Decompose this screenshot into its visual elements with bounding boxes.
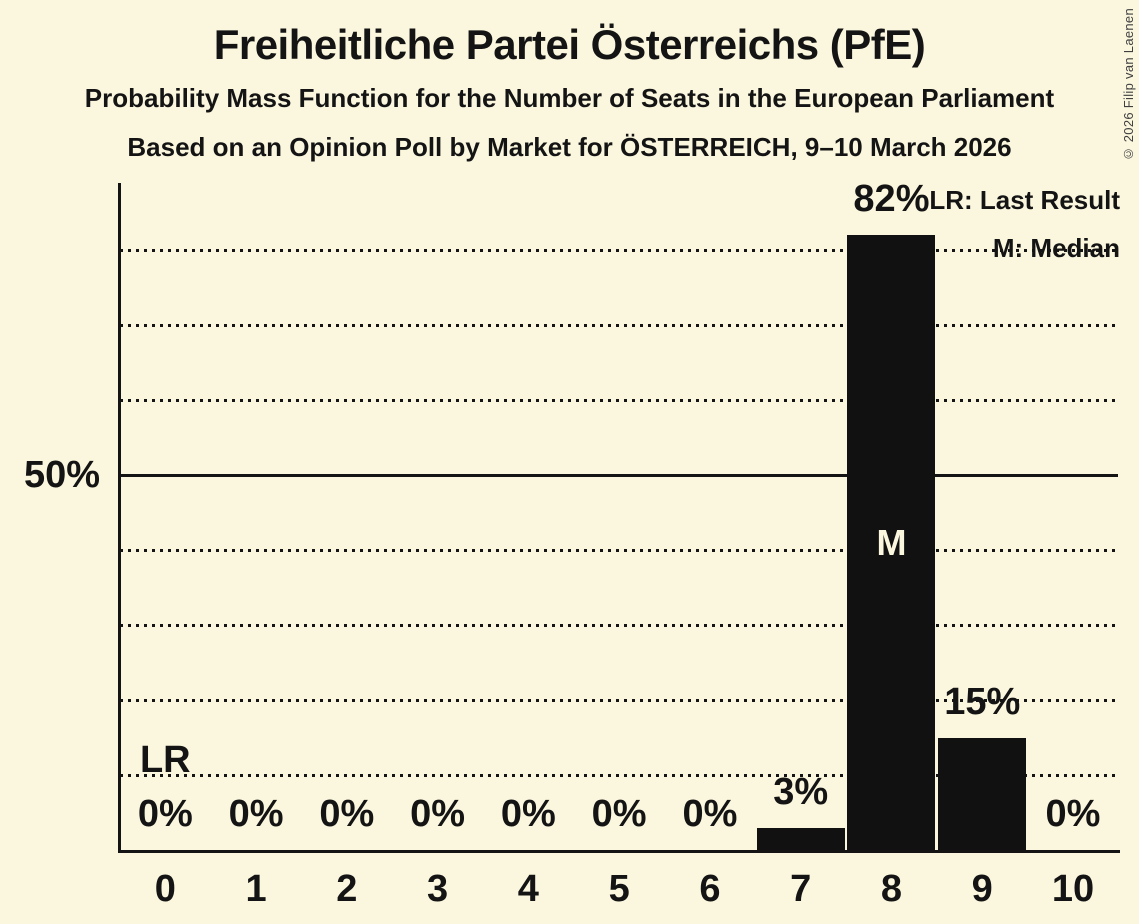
bar-value-label-seat-1: 0% <box>228 793 284 835</box>
bar-value-label-seat-10: 0% <box>1045 793 1101 835</box>
gridline-20pct <box>120 699 1118 702</box>
last-result-marker: LR <box>139 739 191 781</box>
gridline-70pct <box>120 324 1118 327</box>
legend-last-result: LR: Last Result <box>929 185 1120 215</box>
bar-value-label-seat-0: 0% <box>137 793 193 835</box>
x-axis <box>118 850 1120 853</box>
x-tick-label-8: 8 <box>880 868 903 910</box>
x-tick-label-7: 7 <box>790 868 812 910</box>
x-tick-label-3: 3 <box>427 868 449 910</box>
bar-value-label-seat-8: 82% <box>853 178 930 220</box>
x-tick-label-2: 2 <box>336 868 358 910</box>
x-tick-label-4: 4 <box>517 868 539 910</box>
bar-value-label-seat-6: 0% <box>682 793 738 835</box>
bar-value-label-seat-9: 15% <box>944 680 1021 723</box>
bar-value-label-seat-2: 0% <box>319 793 375 835</box>
bar-value-label-seat-3: 0% <box>410 793 466 835</box>
gridline-10pct <box>120 774 1118 777</box>
bar-seat-9 <box>938 737 1027 850</box>
x-tick-label-0: 0 <box>154 868 176 910</box>
x-tick-label-10: 10 <box>1051 868 1095 910</box>
x-tick-label-1: 1 <box>245 868 267 910</box>
median-marker: M <box>876 521 907 563</box>
legend-median: M: Median <box>992 233 1120 263</box>
gridline-80pct <box>120 249 1118 252</box>
copyright-notice: © 2026 Filip van Laenen <box>1121 8 1136 162</box>
chart-title: Freiheitliche Partei Österreichs (PfE) <box>213 21 926 68</box>
gridline-60pct <box>120 399 1118 402</box>
gridline-30pct <box>120 624 1118 627</box>
bar-value-label-seat-5: 0% <box>591 793 647 835</box>
bar-value-label-seat-7: 3% <box>773 770 829 813</box>
bar-value-label-seat-4: 0% <box>500 793 556 835</box>
x-tick-label-6: 6 <box>699 868 721 910</box>
x-tick-label-9: 9 <box>971 868 993 910</box>
y-axis-tick-label: 50% <box>23 454 100 496</box>
chart-source-line: Based on an Opinion Poll by Market for Ö… <box>127 132 1012 162</box>
gridline-40pct <box>120 549 1118 552</box>
x-tick-label-5: 5 <box>608 868 630 910</box>
gridline-50pct <box>120 474 1118 477</box>
bar-seat-7 <box>756 827 845 850</box>
chart-subtitle: Probability Mass Function for the Number… <box>84 83 1055 113</box>
bar-seat-8 <box>847 235 936 850</box>
y-axis <box>118 183 121 853</box>
